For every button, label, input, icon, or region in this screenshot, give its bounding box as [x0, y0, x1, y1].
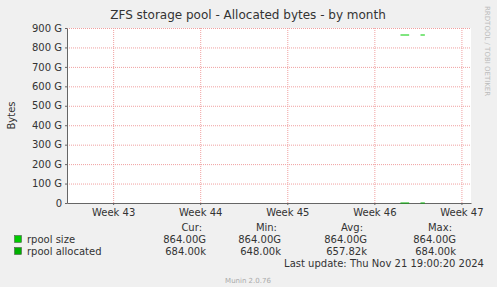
legend-label: rpool size — [27, 234, 75, 245]
x-grid-line — [287, 28, 288, 203]
grid — [67, 28, 471, 204]
y-tick: 700 G — [32, 62, 67, 73]
y-axis-line — [67, 29, 68, 204]
series-line — [421, 35, 425, 36]
y-tick: 500 G — [32, 100, 67, 111]
y-tick: 300 G — [32, 139, 67, 150]
x-tick-mark — [374, 203, 375, 205]
chart: 0 100 G 200 G 300 G 400 G 500 G 600 G 700 G 800 … — [0, 0, 497, 287]
x-tick-label: Week 43 — [92, 207, 135, 218]
y-tick-label: 0 — [56, 198, 62, 209]
y-tick: 0 — [56, 198, 67, 209]
legend-stat: 864.00G — [238, 234, 281, 245]
y-tick-mark — [65, 86, 67, 87]
legend-swatch — [15, 236, 22, 243]
y-grid-line — [67, 47, 471, 48]
legend-header: Avg: — [341, 222, 363, 233]
legend-stat: 864.00G — [324, 234, 367, 245]
y-tick: 400 G — [32, 120, 67, 131]
series-lines — [400, 35, 424, 203]
watermark: RRDTOOL / TOBI OETIKER — [483, 6, 491, 96]
legend-stat: 684.00k — [165, 246, 206, 257]
y-tick: 200 G — [32, 159, 67, 170]
y-tick-label: 900 G — [32, 23, 62, 34]
last-update: Last update: Thu Nov 21 19:00:20 2024 — [284, 258, 484, 269]
y-tick-mark — [65, 67, 67, 68]
x-tick: Week 45 — [266, 203, 309, 218]
series-line — [400, 35, 409, 36]
x-tick: Week 44 — [179, 203, 222, 218]
legend-header: Max: — [428, 222, 452, 233]
x-axis-line — [68, 203, 472, 204]
y-grid-line — [67, 28, 471, 29]
y-tick-mark — [65, 106, 67, 107]
legend-header: Cur: — [181, 222, 202, 233]
legend-stat: 648.00k — [240, 246, 281, 257]
legend-swatch — [15, 248, 22, 255]
y-tick-label: 800 G — [32, 42, 62, 53]
y-tick: 900 G — [32, 23, 67, 34]
x-tick-label: Week 47 — [440, 207, 483, 218]
legend-label: rpool allocated — [27, 246, 102, 257]
legend-stat: 864.00G — [163, 234, 206, 245]
y-tick-label: 400 G — [32, 120, 62, 131]
x-tick-label: Week 44 — [179, 207, 222, 218]
y-tick-mark — [65, 145, 67, 146]
y-tick-label: 500 G — [32, 100, 62, 111]
y-tick-label: 200 G — [32, 159, 62, 170]
y-axis: 0 100 G 200 G 300 G 400 G 500 G 600 G 700 G 800 … — [32, 23, 68, 209]
y-tick-label: 300 G — [32, 139, 62, 150]
x-axis: Week 43 Week 44 Week 45 Week 46 Week 47 — [68, 203, 484, 218]
y-tick-mark — [65, 203, 67, 204]
y-tick-label: 100 G — [32, 178, 62, 189]
x-tick: Week 47 — [440, 203, 483, 218]
y-grid-line — [67, 184, 471, 185]
legend-stat: 864.00G — [413, 234, 456, 245]
x-grid-line — [200, 28, 201, 203]
y-tick-mark — [65, 184, 67, 185]
y-tick-mark — [65, 47, 67, 48]
y-grid-line — [67, 106, 471, 107]
y-tick: 600 G — [32, 81, 67, 92]
title: ZFS storage pool - Allocated bytes - by … — [110, 8, 386, 22]
x-tick: Week 46 — [353, 203, 396, 218]
background — [0, 0, 497, 287]
y-grid-line — [67, 145, 471, 146]
x-tick: Week 43 — [92, 203, 135, 218]
x-tick-mark — [200, 203, 201, 205]
x-tick-mark — [113, 203, 114, 205]
legend-stat: 657.82k — [326, 246, 367, 257]
y-grid-line — [67, 125, 471, 126]
y-tick-mark — [65, 164, 67, 165]
y-tick-label: 700 G — [32, 62, 62, 73]
y-grid-line — [67, 67, 471, 68]
y-axis-title: Bytes — [6, 101, 17, 129]
series-line — [400, 203, 409, 204]
x-tick-label: Week 46 — [353, 207, 396, 218]
legend: Cur: Min: Avg: Max: rpool size 864.00G 864.00G… — [15, 222, 457, 257]
y-tick: 800 G — [32, 42, 67, 53]
x-grid-line — [113, 28, 114, 203]
legend-stat: 684.00k — [415, 246, 456, 257]
y-tick-mark — [65, 125, 67, 126]
x-tick-label: Week 45 — [266, 207, 309, 218]
x-tick-mark — [287, 203, 288, 205]
x-grid-line — [461, 28, 462, 203]
y-grid-line — [67, 164, 471, 165]
y-tick-label: 600 G — [32, 81, 62, 92]
series-line — [421, 203, 425, 204]
legend-header: Min: — [256, 222, 277, 233]
x-tick-mark — [461, 203, 462, 205]
x-grid-line — [374, 28, 375, 203]
footer: Munin 2.0.76 — [225, 277, 271, 285]
y-tick-mark — [65, 28, 67, 29]
plot-area — [67, 28, 471, 203]
y-grid-line — [67, 86, 471, 87]
y-tick: 100 G — [32, 178, 67, 189]
y-grid-line — [67, 203, 471, 204]
